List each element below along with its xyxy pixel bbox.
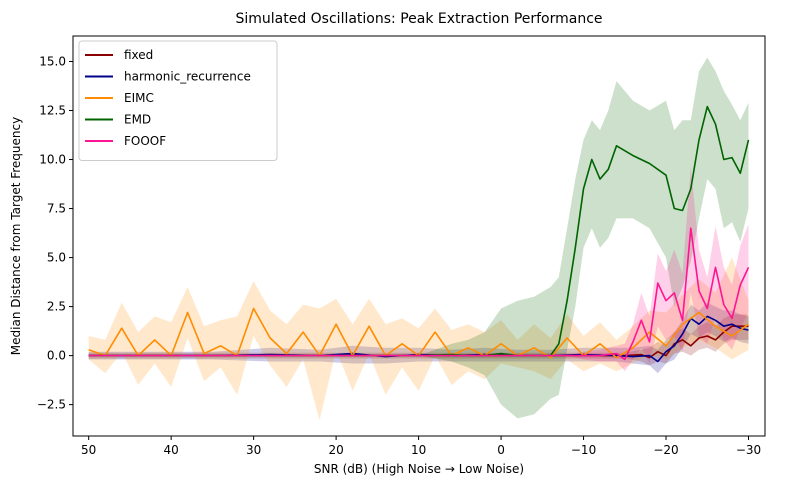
y-tick-label: −2.5 [37, 398, 66, 412]
x-axis-ticks: 50 40 30 20 10 0 −10 −20 −30 [81, 436, 761, 457]
x-tick-label: −10 [571, 443, 596, 457]
chart-title: Simulated Oscillations: Peak Extraction … [235, 11, 602, 27]
band-fooof [88, 167, 749, 372]
band-emd [88, 57, 749, 419]
legend-label-emd: EMD [124, 113, 151, 127]
legend-box [78, 40, 278, 161]
x-tick-label: −30 [736, 443, 761, 457]
y-tick-label: 5.0 [47, 251, 66, 265]
legend-label-harmonic-recurrence: harmonic_recurrence [124, 70, 251, 84]
legend-label-eimc: EIMC [124, 91, 154, 105]
x-tick-label: 20 [328, 443, 343, 457]
legend-label-fixed: fixed [124, 48, 153, 62]
line-harmonic-recurrence [88, 315, 749, 363]
legend-label-fooof: FOOOF [124, 134, 166, 148]
y-tick-label: 15.0 [39, 54, 66, 68]
x-tick-label: −20 [653, 443, 678, 457]
y-tick-label: 10.0 [39, 153, 66, 167]
x-tick-label: 0 [497, 443, 505, 457]
legend: fixed harmonic_recurrence EIMC EMD FOOOF [78, 40, 278, 161]
x-tick-label: 50 [81, 443, 96, 457]
line-fooof [88, 227, 750, 361]
line-emd [88, 105, 750, 357]
series-lines [88, 105, 750, 363]
x-axis-label: SNR (dB) (High Noise → Low Noise) [314, 462, 524, 476]
y-tick-label: 2.5 [47, 300, 66, 314]
band-eimc [88, 257, 749, 421]
x-tick-label: 10 [411, 443, 426, 457]
y-axis-label: Median Distance from Target Frequency [9, 117, 23, 355]
x-tick-label: 40 [164, 443, 179, 457]
y-tick-label: 0.0 [47, 349, 66, 363]
y-axis-ticks: −2.5 0.0 2.5 5.0 7.5 10.0 12.5 15.0 [37, 54, 73, 412]
x-tick-label: 30 [246, 443, 261, 457]
y-tick-label: 7.5 [47, 202, 66, 216]
y-tick-label: 12.5 [39, 104, 66, 118]
